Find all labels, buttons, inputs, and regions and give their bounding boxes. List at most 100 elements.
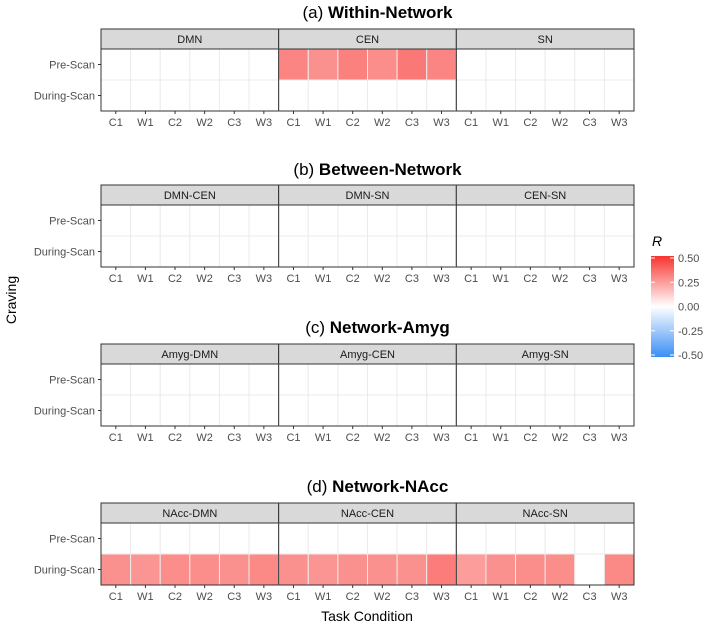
heatmap-cell — [574, 522, 605, 555]
heatmap-cell — [337, 235, 368, 268]
panel-title-prefix: (d) — [307, 477, 333, 496]
x-tick-label: C2 — [346, 273, 360, 285]
x-tick-label: W3 — [611, 273, 628, 285]
heatmap-cell — [100, 553, 132, 586]
x-tick-label: W3 — [433, 432, 450, 444]
heatmap-cell — [455, 204, 487, 237]
x-tick-label: C1 — [286, 117, 300, 129]
x-tick-label: W3 — [433, 117, 450, 129]
panel-title-bold: Within-Network — [328, 3, 453, 22]
facet: NAcc-DMN C1 W1 C2 W2 C3 W3 — [100, 502, 280, 603]
heatmap-cell — [603, 394, 635, 427]
y-tick-label: During-Scan — [34, 406, 95, 418]
x-tick-label: C2 — [168, 117, 182, 129]
x-tick-label: C3 — [583, 273, 597, 285]
y-tick-label: Pre-Scan — [49, 375, 95, 387]
legend-tick-label: 0.25 — [678, 277, 699, 289]
x-tick-label: C3 — [405, 273, 419, 285]
x-tick-label: C2 — [346, 591, 360, 603]
heatmap-cell — [367, 48, 398, 81]
heatmap-cell — [189, 394, 220, 427]
x-tick-label: W3 — [433, 591, 450, 603]
x-tick-label: W1 — [137, 117, 154, 129]
heatmap-cell — [603, 363, 635, 396]
heatmap-cell — [337, 553, 368, 586]
heatmap-cell — [515, 394, 546, 427]
heatmap-cell — [544, 394, 576, 427]
x-tick-label: W2 — [374, 273, 391, 285]
x-tick-label: C2 — [168, 432, 182, 444]
heatmap-cell — [307, 79, 339, 112]
heatmap-cell — [278, 48, 309, 81]
x-tick-label: W3 — [256, 591, 273, 603]
x-tick-label: C1 — [109, 273, 123, 285]
x-tick-label: W2 — [374, 432, 391, 444]
x-tick-label: C3 — [583, 432, 597, 444]
x-tick-label: C1 — [109, 432, 123, 444]
heatmap-cell — [189, 553, 220, 586]
heatmap-cell — [307, 48, 339, 81]
heatmap-cell — [189, 79, 220, 112]
facet-strip-label: SN — [538, 34, 553, 46]
x-tick-label: C2 — [523, 591, 537, 603]
heatmap-cell — [485, 394, 517, 427]
heatmap-cell — [337, 363, 368, 396]
x-tick-label: C1 — [109, 117, 123, 129]
x-tick-label: C3 — [583, 591, 597, 603]
facet-strip-label: NAcc-CEN — [341, 508, 394, 520]
panel-title: (c) Network-Amyg — [305, 318, 450, 337]
x-tick-label: C3 — [227, 117, 241, 129]
heatmap-cell — [218, 235, 250, 268]
heatmap-cell — [574, 79, 605, 112]
panels-layer: (a) Within-Network DMN C1 W1 C2 W2 C3 W3 CEN C1 W1… — [34, 3, 635, 603]
heatmap-cell — [603, 204, 635, 237]
y-tick-label: During-Scan — [34, 91, 95, 103]
heatmap-cell — [603, 522, 635, 555]
x-tick-label: W1 — [493, 117, 510, 129]
heatmap-cell — [337, 522, 368, 555]
facet-border — [455, 363, 635, 427]
y-axis-title: Craving — [3, 276, 19, 324]
heatmap-cell — [189, 204, 220, 237]
x-tick-label: C2 — [346, 432, 360, 444]
heatmap-cell — [100, 363, 132, 396]
heatmap-cell — [218, 204, 250, 237]
facet-strip-label: Amyg-DMN — [161, 349, 218, 361]
heatmap-cell — [367, 79, 398, 112]
x-tick-label: C1 — [464, 117, 478, 129]
heatmap-cell — [426, 394, 457, 427]
heatmap-cell — [307, 235, 339, 268]
heatmap-cell — [485, 48, 517, 81]
x-tick-label: C3 — [227, 591, 241, 603]
heatmap-cell — [426, 363, 457, 396]
heatmap-cell — [485, 204, 517, 237]
x-tick-label: C2 — [523, 432, 537, 444]
heatmap-cell — [367, 522, 398, 555]
y-tick-label: Pre-Scan — [49, 534, 95, 546]
heatmap-cell — [396, 522, 428, 555]
x-tick-label: C2 — [346, 117, 360, 129]
heatmap-cell — [396, 553, 428, 586]
facet-border — [455, 204, 635, 268]
heatmap-cell — [574, 394, 605, 427]
x-tick-label: C3 — [227, 273, 241, 285]
heatmap-cell — [130, 204, 161, 237]
facet-strip-label: Amyg-SN — [522, 349, 569, 361]
heatmap-cell — [544, 48, 576, 81]
facet: DMN-CEN C1 W1 C2 W2 C3 W3 — [100, 184, 280, 285]
heatmap-cell — [278, 553, 309, 586]
heatmap-cell — [367, 363, 398, 396]
heatmap-cell — [337, 394, 368, 427]
heatmap-cell — [455, 553, 487, 586]
facet: NAcc-CEN C1 W1 C2 W2 C3 W3 — [278, 502, 457, 603]
legend-tick-label: -0.25 — [678, 326, 703, 338]
heatmap-cell — [159, 48, 191, 81]
y-tick-label: Pre-Scan — [49, 216, 95, 228]
heatmap-cell — [159, 204, 191, 237]
heatmap-cell — [100, 235, 132, 268]
facet-strip-label: NAcc-DMN — [162, 508, 217, 520]
x-tick-label: W3 — [611, 117, 628, 129]
x-tick-label: W2 — [196, 117, 213, 129]
heatmap-cell — [337, 79, 368, 112]
x-tick-label: W2 — [552, 117, 569, 129]
